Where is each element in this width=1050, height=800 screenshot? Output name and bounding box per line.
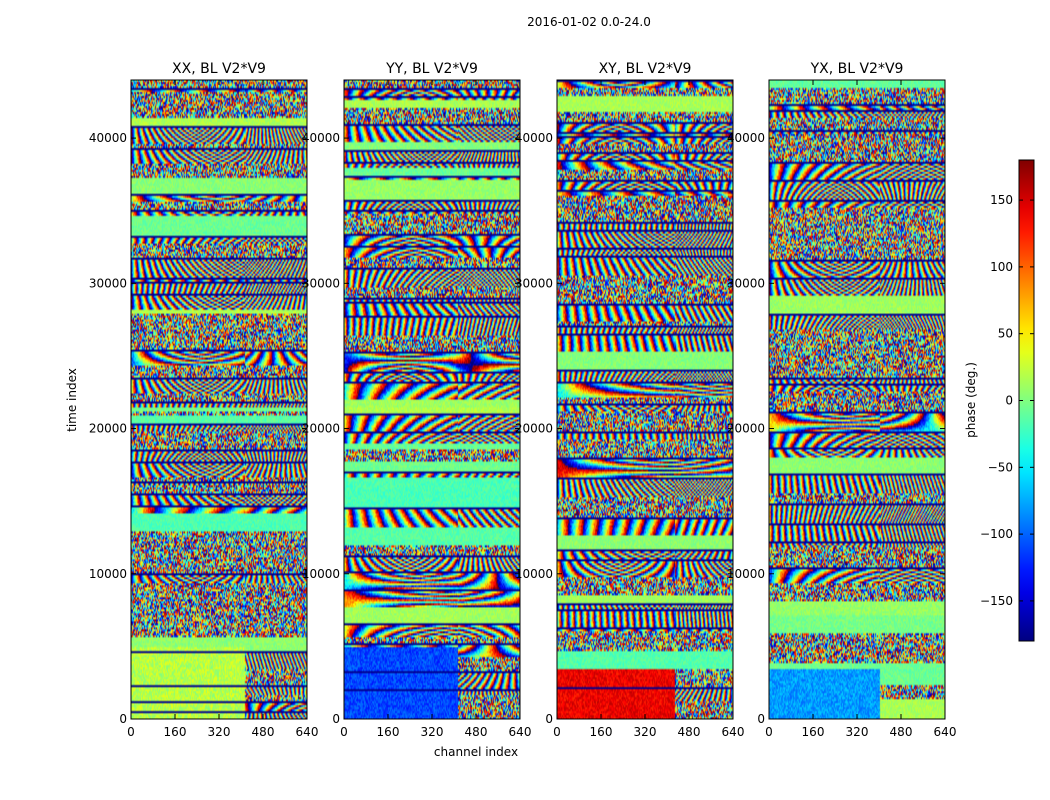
phase-heatmap (344, 80, 520, 719)
x-tick-label: 320 (846, 725, 869, 739)
y-tick-label: 30000 (515, 276, 553, 290)
phase-panel: YY, BL V2*V9 0 160 320 480 640 0 10000 20000 3000… (302, 61, 532, 739)
y-tick-label: 10000 (515, 567, 553, 581)
panel-title: YY, BL V2*V9 (385, 61, 478, 77)
x-tick-label: 640 (722, 725, 745, 739)
x-tick-label: 320 (208, 725, 231, 739)
x-tick-label: 0 (127, 725, 135, 739)
x-tick-label: 640 (934, 725, 957, 739)
y-tick-label: 20000 (515, 422, 553, 436)
x-tick-label: 480 (678, 725, 701, 739)
y-tick-label: 30000 (302, 276, 340, 290)
colorbar-tick-label: 50 (998, 327, 1013, 341)
colorbar-tick-label: 100 (990, 260, 1013, 274)
y-tick-label: 20000 (727, 422, 765, 436)
phase-panel: YX, BL V2*V9 0 160 320 480 640 0 10000 20000 3000… (727, 61, 957, 739)
colorbar-label: phase (deg.) (964, 362, 978, 438)
phase-heatmap (557, 80, 733, 719)
x-tick-label: 160 (164, 725, 187, 739)
panel-title: XY, BL V2*V9 (599, 61, 692, 77)
y-tick-label: 20000 (89, 422, 127, 436)
phase-heatmap (131, 80, 307, 719)
y-tick-label: 40000 (302, 131, 340, 145)
phase-panel: XX, BL V2*V9 0 160 320 480 640 0 10000 20000 3000… (89, 61, 319, 739)
panel-title: YX, BL V2*V9 (810, 61, 904, 77)
colorbar-tick-label: 150 (990, 193, 1013, 207)
panel-title: XX, BL V2*V9 (172, 61, 266, 77)
y-tick-label: 40000 (727, 131, 765, 145)
y-tick-label: 40000 (89, 131, 127, 145)
y-tick-label: 40000 (515, 131, 553, 145)
x-tick-label: 0 (765, 725, 773, 739)
y-tick-label: 0 (332, 712, 340, 726)
x-tick-label: 480 (465, 725, 488, 739)
y-tick-label: 0 (545, 712, 553, 726)
phase-heatmap (769, 80, 945, 719)
y-tick-label: 20000 (302, 422, 340, 436)
y-tick-label: 0 (119, 712, 127, 726)
x-tick-label: 480 (890, 725, 913, 739)
colorbar-tick-label: −100 (980, 527, 1013, 541)
x-tick-label: 480 (252, 725, 275, 739)
y-tick-label: 30000 (727, 276, 765, 290)
colorbar-tick-label: −150 (980, 594, 1013, 608)
colorbar-tick-label: 0 (1005, 394, 1013, 408)
y-tick-label: 10000 (302, 567, 340, 581)
x-tick-label: 320 (421, 725, 444, 739)
y-tick-label: 0 (757, 712, 765, 726)
x-tick-label: 640 (296, 725, 319, 739)
y-tick-label: 10000 (727, 567, 765, 581)
y-axis-label: time index (65, 368, 79, 432)
y-tick-label: 10000 (89, 567, 127, 581)
x-tick-label: 640 (509, 725, 532, 739)
y-tick-label: 30000 (89, 276, 127, 290)
figure-title: 2016-01-02 0.0-24.0 (527, 15, 651, 29)
x-axis-label: channel index (434, 745, 518, 759)
x-tick-label: 160 (377, 725, 400, 739)
colorbar-tick-label: −50 (988, 460, 1013, 474)
x-tick-label: 0 (340, 725, 348, 739)
x-tick-label: 0 (553, 725, 561, 739)
x-tick-label: 160 (590, 725, 613, 739)
x-tick-label: 320 (634, 725, 657, 739)
phase-panel: XY, BL V2*V9 0 160 320 480 640 0 10000 20000 3000… (515, 61, 745, 739)
x-tick-label: 160 (802, 725, 825, 739)
